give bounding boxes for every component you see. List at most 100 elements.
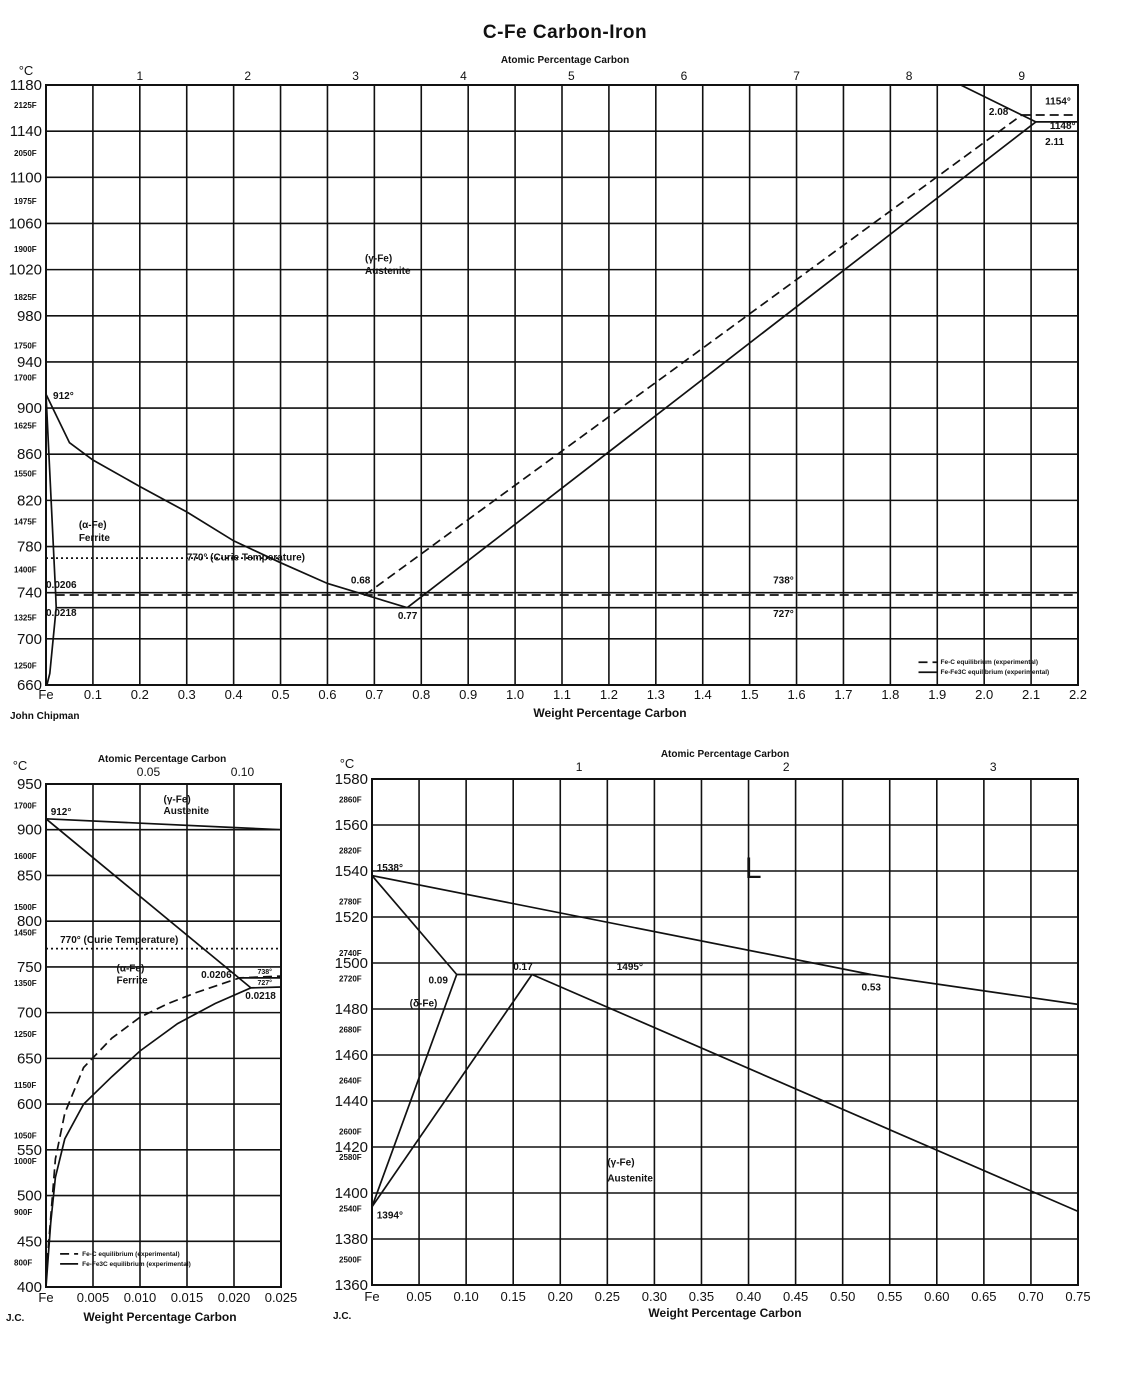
top-tick-label: 3 (352, 69, 359, 83)
y-tick-label: 1540 (335, 863, 368, 880)
y-axis-unit: °C (13, 758, 28, 773)
y-tick-label: 750 (17, 959, 42, 976)
x-tick-label: Fe (364, 1289, 379, 1304)
y-tick-f-label: 2720F (339, 974, 362, 983)
x-tick-label: Fe (38, 687, 53, 702)
y-tick-label: 1580 (335, 771, 368, 788)
y-axis-unit: °C (19, 63, 34, 78)
annotation-label: L (745, 852, 762, 885)
annotation-label: 2.11 (1045, 137, 1064, 148)
y-tick-label: 550 (17, 1142, 42, 1159)
y-tick-label: 1560 (335, 817, 368, 834)
top-tick-label: 3 (990, 760, 997, 774)
y-tick-f-label: 2680F (339, 1025, 362, 1034)
plot-frame (45, 84, 1079, 686)
series-line-4 (371, 974, 458, 1208)
x-tick-label: 1.5 (741, 687, 759, 702)
x-tick-label: Fe (38, 1290, 53, 1305)
legend-entry: Fe-Fe3C equilibrium (experimental) (82, 1261, 191, 1268)
y-tick-label: 400 (17, 1279, 42, 1296)
y-tick-label: 650 (17, 1050, 42, 1067)
grid-lines (46, 784, 281, 1287)
top-tick-label: 2 (783, 760, 790, 774)
y-tick-label: 900 (17, 822, 42, 839)
chart-3: Fe 0.05 0.10 0.15 0.20 0.25 0.30 0.35 0.40 0.45 0.… (333, 749, 1091, 1322)
annotation-label: 727° (773, 609, 794, 620)
series-line-1 (371, 874, 1079, 1006)
y-tick-label: 1360 (335, 1277, 368, 1294)
x-tick-label: 1.0 (506, 687, 524, 702)
top-tick-label: 1 (576, 760, 583, 774)
y-tick-f-label: 2640F (339, 1077, 362, 1086)
x-tick-label: 2.1 (1022, 687, 1040, 702)
y-tick-f-label: 1350F (14, 979, 37, 988)
annotation-label: 0.0206 (201, 970, 232, 981)
y-axis-unit: °C (340, 756, 355, 771)
annotation-label: 0.0218 (46, 608, 77, 619)
x-tick-label: 0.8 (412, 687, 430, 702)
y-tick-label: 860 (17, 446, 42, 463)
top-tick-label: 2 (244, 69, 251, 83)
annotation-label: Ferrite (117, 975, 149, 986)
series-line-5 (406, 121, 1037, 609)
y-tick-f-label: 1975F (14, 197, 37, 206)
series-line-1 (364, 114, 1023, 596)
x-tick-label: 1.4 (694, 687, 712, 702)
top-tick-label: 9 (1018, 69, 1025, 83)
series-line-2 (45, 986, 282, 1288)
y-tick-f-label: 1000F (14, 1157, 37, 1166)
chart-1: Fe 0.1 0.2 0.3 0.4 0.5 0.6 0.7 0.8 0.9 1.0 1.1 1.2 1.… (9, 55, 1087, 722)
y-tick-f-label: 1250F (14, 662, 37, 671)
x-tick-label: 0.025 (265, 1290, 298, 1305)
y-tick-label: 1460 (335, 1047, 368, 1064)
y-tick-label: 1500 (335, 955, 368, 972)
y-tick-label: 1060 (9, 215, 42, 232)
y-tick-label: 1440 (335, 1093, 368, 1110)
x-tick-label: 1.8 (881, 687, 899, 702)
legend: Fe-C equilibrium (experimental) Fe-Fe3C e… (60, 1251, 191, 1268)
annotation-label: Austenite (607, 1174, 653, 1185)
annotation-label: (γ-Fe) (607, 1157, 634, 1168)
y-tick-f-label: 2500F (339, 1255, 362, 1264)
y-tick-f-label: 800F (14, 1259, 32, 1268)
annotation-label: 912° (51, 807, 72, 818)
annotation-label: 1495° (617, 962, 643, 973)
annotation-label: (γ-Fe) (164, 794, 191, 805)
series-line-9 (960, 84, 1037, 123)
y-tick-label: 600 (17, 1096, 42, 1113)
annotation-label: 727° (258, 979, 273, 987)
x-tick-label: 2.2 (1069, 687, 1087, 702)
y-tick-f-label: 1325F (14, 614, 37, 623)
x-tick-label: 0.5 (272, 687, 290, 702)
y-tick-f-label: 1825F (14, 293, 37, 302)
annotation-label: Austenite (164, 806, 210, 817)
y-tick-label: 1180 (10, 77, 42, 94)
annotation-label: 0.0206 (46, 580, 77, 591)
y-tick-label: 1480 (335, 1001, 368, 1018)
y-tick-label: 1020 (9, 262, 42, 279)
y-tick-label: 1520 (335, 909, 368, 926)
y-tick-label: 980 (17, 308, 42, 325)
x-tick-label: 0.10 (453, 1289, 478, 1304)
x-tick-label: 1.3 (647, 687, 665, 702)
x-axis-title: Weight Percentage Carbon (83, 1310, 236, 1324)
x-tick-label: 0.15 (501, 1289, 526, 1304)
annotation-label: 0.09 (428, 976, 448, 987)
series-line-6 (531, 973, 1079, 1213)
x-tick-label: 0.05 (406, 1289, 431, 1304)
y-tick-f-label: 2050F (14, 149, 37, 158)
y-tick-label: 1400 (335, 1185, 368, 1202)
x-tick-label: 0.7 (365, 687, 383, 702)
x-tick-label: 0.35 (689, 1289, 714, 1304)
x-tick-label: 1.2 (600, 687, 618, 702)
y-tick-label: 1380 (335, 1231, 368, 1248)
annotation-label: 770° (Curie Temperature) (187, 552, 305, 563)
y-tick-label: 1100 (10, 169, 42, 186)
author-credit: John Chipman (10, 711, 79, 722)
y-tick-f-label: 1400F (14, 566, 37, 575)
y-tick-f-label: 1600F (14, 852, 37, 861)
y-tick-label: 820 (17, 492, 42, 509)
legend-entry: Fe-C equilibrium (experimental) (82, 1251, 180, 1258)
x-tick-label: 0.40 (736, 1289, 761, 1304)
y-tick-f-label: 1900F (14, 245, 37, 254)
